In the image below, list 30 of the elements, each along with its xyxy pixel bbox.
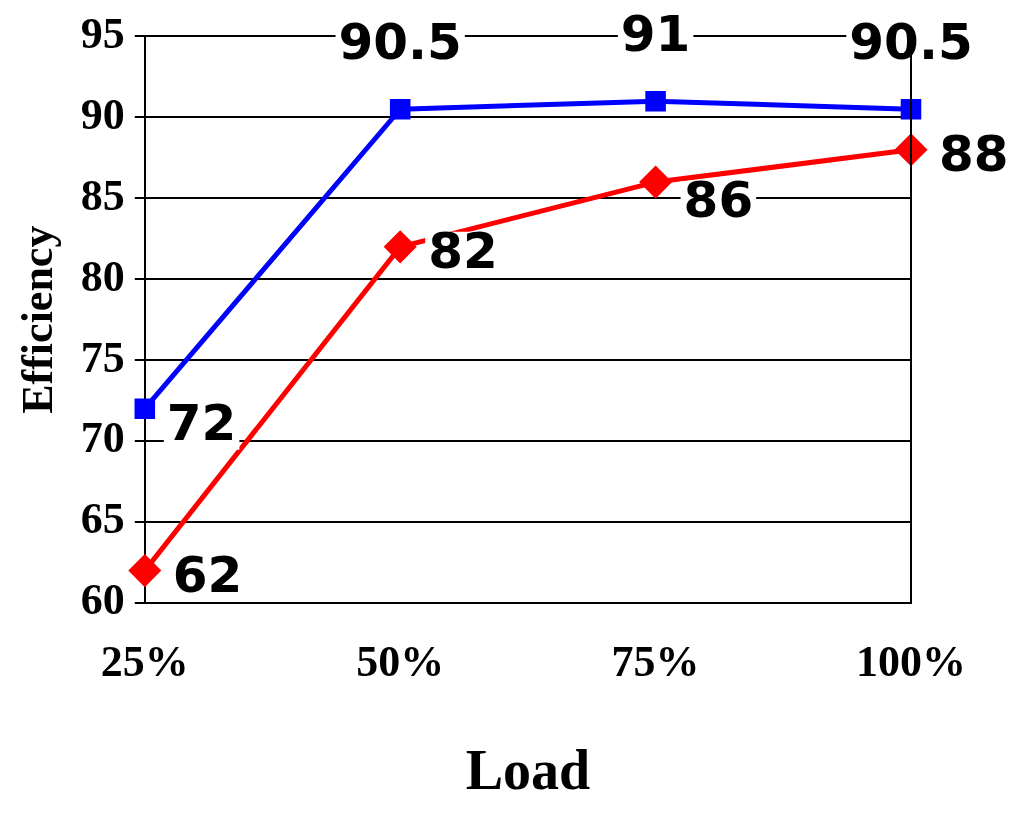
y-tick-label: 60 bbox=[80, 575, 125, 625]
x-tick-label: 100% bbox=[856, 636, 966, 686]
y-tick-label: 95 bbox=[80, 8, 125, 58]
point bbox=[645, 90, 666, 112]
point bbox=[389, 98, 411, 120]
point bbox=[129, 555, 161, 587]
point bbox=[384, 231, 416, 263]
data-label: 90.5 bbox=[338, 13, 462, 72]
y-axis-title: Efficiency bbox=[12, 225, 62, 414]
data-label: 88 bbox=[939, 124, 1009, 183]
point bbox=[640, 166, 672, 198]
data-label: 91 bbox=[620, 5, 691, 64]
data-label: 72 bbox=[166, 393, 237, 452]
point bbox=[895, 134, 927, 166]
y-tick-label: 80 bbox=[80, 251, 125, 301]
point bbox=[900, 98, 922, 120]
y-tick-label: 65 bbox=[80, 494, 125, 544]
y-tick-label: 75 bbox=[80, 332, 125, 382]
data-label: 90.5 bbox=[849, 13, 973, 72]
x-axis-title: Load bbox=[465, 738, 591, 801]
data-label: 62 bbox=[172, 545, 243, 604]
x-tick-label: 25% bbox=[100, 636, 189, 686]
data-label: 86 bbox=[683, 171, 754, 230]
x-tick-label: 50% bbox=[356, 636, 445, 686]
y-tick-label: 90 bbox=[80, 89, 125, 139]
point bbox=[134, 398, 156, 420]
y-tick-label: 85 bbox=[80, 170, 125, 220]
y-tick-label: 70 bbox=[80, 413, 125, 463]
x-tick-label: 75% bbox=[611, 636, 700, 686]
data-label: 82 bbox=[428, 221, 498, 280]
